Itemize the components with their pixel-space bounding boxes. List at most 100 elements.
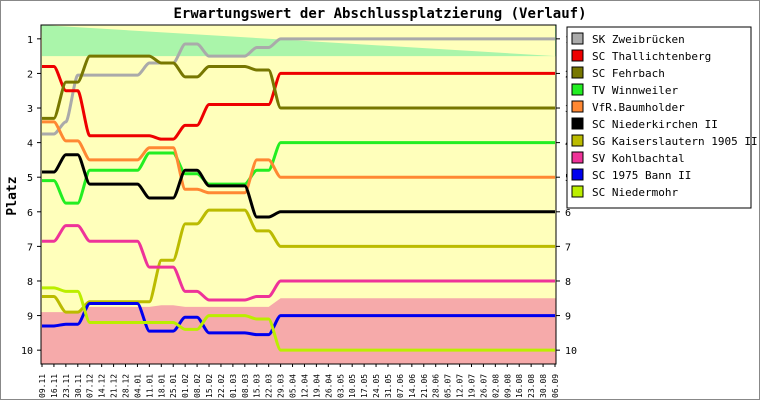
legend-swatch-0 [571, 32, 584, 45]
legend-label-4: VfR.Baumholder [592, 101, 685, 114]
legend-swatch-9 [571, 185, 584, 198]
x-tick-label: 05.04 [289, 374, 298, 398]
x-tick-label: 04.01 [133, 374, 142, 398]
x-tick-label: 05.07 [444, 374, 453, 398]
x-tick-label: 01.03 [229, 374, 238, 398]
x-tick-label: 06.09 [551, 374, 560, 398]
x-tick-label: 30.11 [74, 374, 83, 398]
x-tick-label: 21.12 [110, 374, 119, 398]
y-tick-label-left: 4 [27, 139, 33, 150]
x-tick-label: 11.01 [145, 374, 154, 398]
background-zones [41, 25, 556, 364]
x-tick-label: 24.05 [372, 374, 381, 398]
x-tick-label: 09.11 [38, 374, 47, 398]
x-tick-label: 01.02 [181, 374, 190, 398]
x-tick-labels: 09.11 16.11 23.11 30.11 07.12 14.12 21.12 28.12… [38, 364, 560, 398]
legend-label-7: SV Kohlbachtal [592, 152, 685, 165]
y-tick-label-left: 7 [27, 242, 33, 253]
x-tick-label: 15.03 [253, 374, 262, 398]
y-tick-label-right: 10 [565, 346, 577, 357]
x-tick-label: 23.11 [62, 374, 71, 398]
legend-box [566, 26, 752, 209]
y-tick-label-right: 9 [565, 312, 571, 323]
x-tick-label: 14.06 [408, 374, 417, 398]
series-line-7 [41, 224, 555, 302]
x-tick-label: 28.06 [432, 374, 441, 398]
chart-title: Erwartungswert der Abschlussplatzierung … [173, 6, 586, 22]
x-tick-label: 14.12 [98, 374, 107, 398]
series-line-4 [42, 120, 555, 195]
x-tick-label: 08.02 [193, 374, 202, 398]
x-tick-label: 22.03 [265, 374, 274, 398]
y-axis-label: Platz [5, 176, 20, 215]
x-tick-label: 31.05 [384, 374, 393, 398]
legend-swatch-2 [571, 66, 584, 79]
y-tick-label-left: 3 [27, 104, 33, 115]
x-tick-label: 09.08 [503, 374, 512, 398]
y-tick-label-right: 8 [565, 277, 571, 288]
legend-swatch-1 [571, 49, 584, 62]
x-tick-label: 25.01 [169, 374, 178, 398]
series-line-3 [42, 141, 555, 205]
series-line-8 [41, 301, 555, 337]
series-line-5 [42, 153, 555, 219]
y-tick-label-left: 5 [27, 173, 33, 184]
legend-swatch-3 [571, 83, 584, 96]
x-tick-label: 30.08 [539, 374, 548, 398]
legend-swatch-7 [571, 151, 584, 164]
x-tick-label: 29.03 [277, 374, 286, 398]
x-tick-label: 03.05 [336, 374, 345, 398]
x-tick-label: 26.07 [479, 374, 488, 398]
legend-label-2: SC Fehrbach [592, 67, 665, 80]
legend-label-8: SC 1975 Bann II [592, 169, 691, 182]
x-tick-label: 02.08 [491, 374, 500, 398]
x-tick-label: 12.04 [300, 374, 309, 398]
x-tick-label: 19.04 [312, 374, 321, 398]
legend-swatch-6 [571, 134, 584, 147]
legend-swatch-8 [571, 168, 584, 181]
x-tick-label: 18.01 [157, 374, 166, 398]
y-tick-label-left: 2 [27, 69, 33, 80]
legend-swatch-4 [571, 100, 584, 113]
y-tick-label-right: 6 [565, 208, 571, 219]
x-tick-label: 07.12 [86, 374, 95, 398]
legend-label-5: SC Niederkirchen II [592, 118, 718, 131]
x-tick-label: 19.07 [467, 374, 476, 398]
x-tick-label: 17.05 [360, 374, 369, 398]
x-tick-label: 26.04 [324, 374, 333, 398]
x-tick-label: 16.11 [50, 374, 59, 398]
x-tick-label: 12.07 [456, 374, 465, 398]
series-line-1 [42, 65, 555, 141]
x-tick-label: 21.06 [420, 374, 429, 398]
y-tick-label-left: 10 [21, 346, 33, 357]
x-tick-label: 08.03 [241, 374, 250, 398]
y-tick-label-left: 6 [27, 208, 33, 219]
legend-label-1: SC Thallichtenberg [592, 50, 711, 63]
legend-swatch-5 [571, 117, 584, 130]
legend: SK Zweibrücken SC Thallichtenberg SC Fehrb… [566, 26, 758, 209]
legend-label-9: SC Niedermohr [592, 186, 678, 199]
y-tick-label-right: 7 [565, 242, 571, 253]
x-tick-label: 16.08 [515, 374, 524, 398]
plot-border [40, 24, 557, 365]
x-tick-label: 28.12 [122, 374, 131, 398]
plot-frame [40, 24, 557, 365]
zone-promotion [41, 25, 556, 57]
y-tick-label-left: 1 [27, 35, 33, 46]
legend-label-6: SG Kaiserslautern 1905 II [592, 135, 758, 148]
legend-label-3: TV Winnweiler [592, 84, 678, 97]
x-tick-label: 22.02 [217, 374, 226, 398]
zone-relegation [41, 298, 556, 364]
series-line-9 [41, 286, 555, 352]
x-tick-label: 23.08 [527, 374, 536, 398]
y-tick-labels-left: 1 2 3 4 5 6 7 8 9 10 [21, 35, 41, 357]
y-tick-label-left: 8 [27, 277, 33, 288]
series-line-2 [41, 54, 555, 120]
legend-label-0: SK Zweibrücken [592, 33, 685, 46]
series-line-6 [42, 208, 555, 314]
x-tick-label: 10.05 [348, 374, 357, 398]
x-tick-label: 15.02 [205, 374, 214, 398]
series-line-0 [41, 37, 555, 136]
